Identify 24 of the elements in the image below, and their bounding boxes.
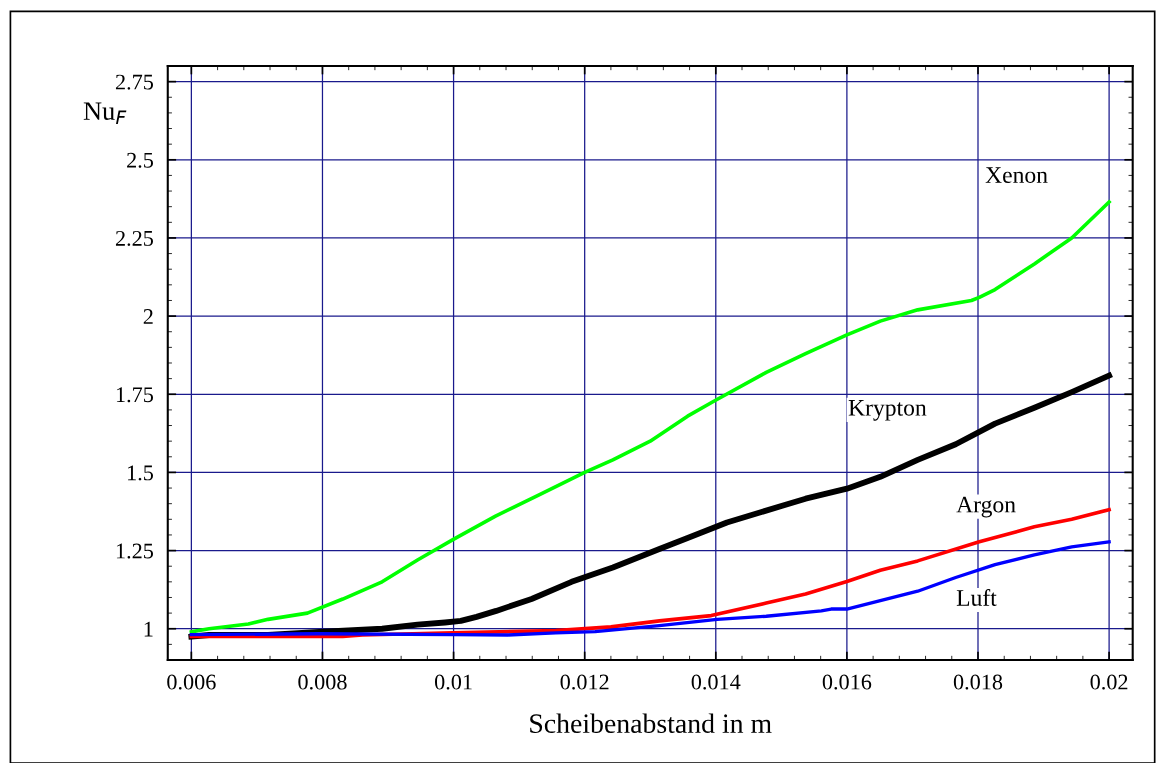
series-label: Luft	[956, 589, 997, 606]
x-tick-label: 0.02	[1090, 674, 1128, 690]
series-label: Krypton	[848, 400, 927, 421]
y-tick-label: 1	[144, 621, 153, 637]
y-tick-label: 2.75	[115, 74, 154, 90]
line-series	[189, 540, 1111, 637]
x-tick-label: 0.012	[560, 674, 609, 690]
series-label: Argon	[956, 496, 1016, 518]
x-tick-label: 0.01	[434, 674, 472, 690]
y-tick-label: 2.25	[115, 230, 154, 246]
y-tick-label: 2	[143, 309, 153, 324]
x-tick-label: 0.006	[167, 674, 216, 690]
x-tick-label: 0.008	[298, 674, 347, 690]
line-series	[189, 200, 1111, 634]
x-tick-label: 0.018	[953, 674, 1003, 690]
y-tick-label: 1.5	[128, 465, 154, 481]
x-tick-label: 0.014	[691, 674, 741, 690]
y-axis-title: Nu$_{F}$	[83, 102, 127, 125]
y-tick-label: 1.75	[116, 387, 154, 403]
text: Xenon	[985, 167, 1048, 183]
y-tick-label: 1.25	[116, 543, 154, 559]
x-axis-title: Scheibenabstand in m	[530, 713, 772, 734]
y-tick-label: 2.5	[127, 152, 154, 168]
x-tick-label: 0.016	[822, 674, 872, 690]
